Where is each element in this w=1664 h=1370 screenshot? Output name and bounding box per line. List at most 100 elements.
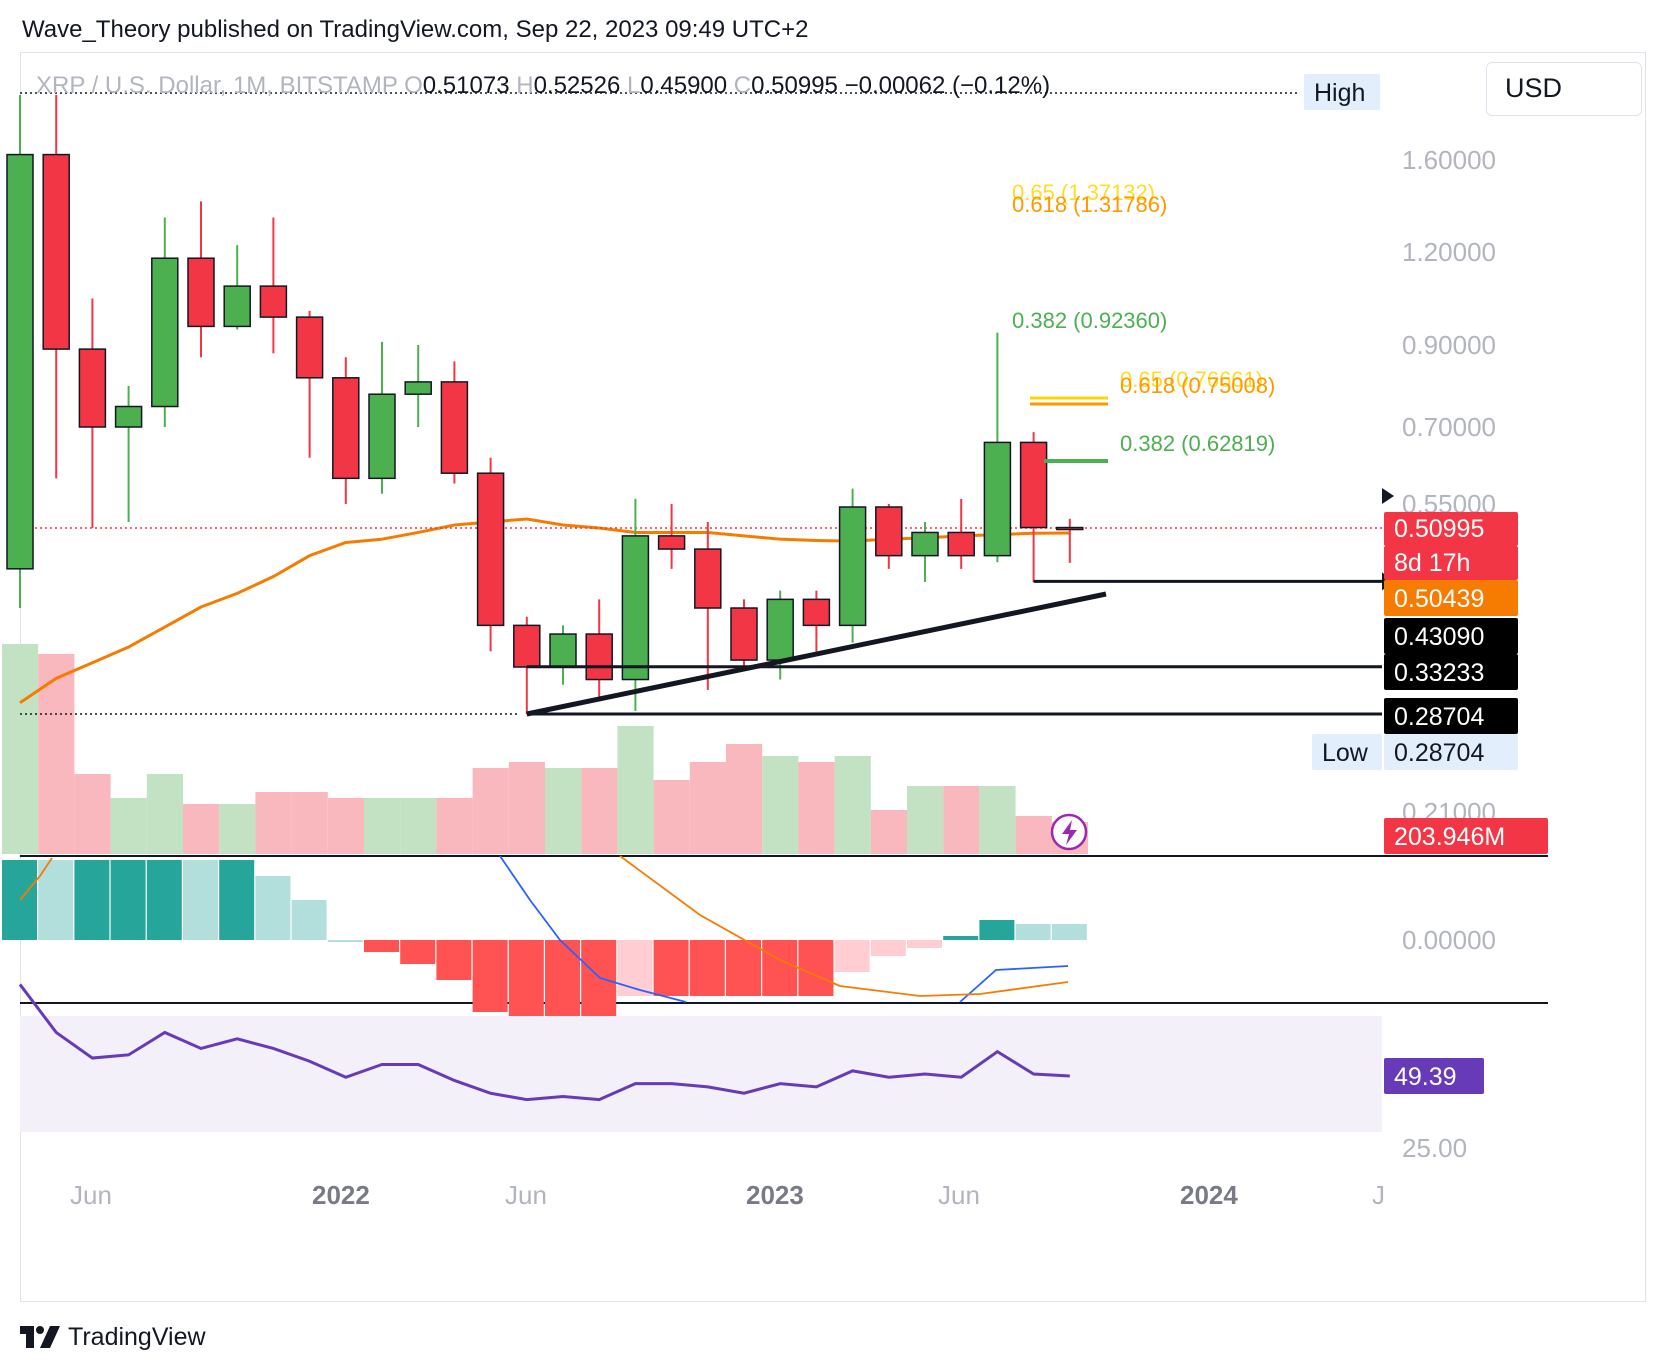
volume-bar <box>74 774 111 854</box>
macd-histogram-bar <box>400 940 436 964</box>
volume-bar <box>834 756 871 854</box>
candle-body[interactable] <box>1056 526 1084 531</box>
price-axis-tick: 0.90000 <box>1402 330 1496 360</box>
volume-bar <box>291 792 328 854</box>
candle-body[interactable] <box>585 633 613 681</box>
candle-body[interactable] <box>223 285 251 328</box>
fib-label-0.65: 0.65 (1.37132) <box>1012 180 1155 205</box>
candle-body[interactable] <box>1019 441 1048 529</box>
candle-body[interactable] <box>6 153 34 570</box>
price-tag-last <box>1384 512 1518 546</box>
price-tag-text-volume: 203.946M <box>1394 823 1505 851</box>
price-tag-text-countdown: 8d 17h <box>1394 549 1470 577</box>
volume-bar <box>943 786 980 854</box>
price-tag-text-line: 0.43090 <box>1394 623 1484 651</box>
volume-bar <box>219 804 256 854</box>
price-axis-tick: 0.00000 <box>1402 925 1496 955</box>
candle-body[interactable] <box>78 348 107 428</box>
price-tag-text-last: 0.50995 <box>1394 515 1484 543</box>
price-tag-text-low: 0.28704 <box>1394 739 1484 767</box>
price-tag-text-line: 0.28704 <box>1394 703 1484 731</box>
macd-histogram-bar <box>617 940 653 996</box>
price-tag-volume <box>1384 818 1548 854</box>
volume-bar <box>726 744 763 854</box>
macd-histogram-bar <box>545 940 580 1020</box>
rsi-line <box>18 983 1070 1102</box>
price-tag-ma <box>1384 580 1518 616</box>
candle-body[interactable] <box>114 405 143 428</box>
macd-histogram-bar <box>581 940 617 1020</box>
volume-bar <box>38 654 75 854</box>
price-tag-text-line: 0.33233 <box>1394 659 1484 687</box>
macd-histogram-bar <box>146 860 182 940</box>
candle-body[interactable] <box>404 381 432 395</box>
fib-label-0.382: 0.382 (0.92360) <box>1012 308 1167 333</box>
time-axis-label: 2024 <box>1180 1180 1238 1210</box>
candle-body[interactable] <box>621 535 650 681</box>
price-tag-line <box>1384 698 1518 734</box>
candle-body[interactable] <box>911 531 939 557</box>
fib-label-0.382: 0.382 (0.62819) <box>1120 431 1275 456</box>
price-tag-countdown <box>1384 546 1518 580</box>
price-tag-rsi <box>1384 1058 1484 1094</box>
rsi-band <box>20 1016 1382 1132</box>
macd-histogram-bar <box>327 940 363 942</box>
candle-body[interactable] <box>947 531 975 557</box>
signal-line <box>619 855 1069 997</box>
price-tag-hl-tag <box>1304 74 1380 110</box>
legend-symbol: XRP / U.S. Dollar, 1M, BITSTAMP <box>36 72 398 99</box>
candle-body[interactable] <box>259 285 288 318</box>
candle-body[interactable] <box>657 535 686 550</box>
macd-histogram-bar <box>798 940 834 996</box>
candle-body[interactable] <box>42 153 70 350</box>
lightning-bolt-icon <box>1062 820 1077 845</box>
candle-body[interactable] <box>151 257 179 408</box>
macd-histogram-bar <box>762 940 798 996</box>
volume-series <box>2 644 1088 854</box>
candle-body[interactable] <box>295 316 324 379</box>
candles <box>6 95 1084 714</box>
candle-body[interactable] <box>549 633 577 668</box>
candle-body[interactable] <box>730 607 758 661</box>
macd-histogram-bar <box>834 940 870 972</box>
candle-body[interactable] <box>332 377 360 480</box>
volume-bar <box>400 798 437 854</box>
price-axis-tick: 0.70000 <box>1402 412 1496 442</box>
macd-histogram-bar <box>907 940 942 948</box>
candle-body[interactable] <box>513 624 541 668</box>
candle-body[interactable] <box>802 598 831 627</box>
macd-histogram-bar <box>183 860 218 940</box>
legend-c-label: C <box>733 72 752 99</box>
candle-body[interactable] <box>476 472 505 627</box>
ascending-trendline[interactable] <box>526 591 1107 717</box>
candle-body[interactable] <box>440 381 469 474</box>
price-tag-text-rsi: 49.39 <box>1394 1063 1457 1091</box>
candle-body[interactable] <box>766 598 794 661</box>
volume-bar <box>146 774 183 854</box>
legend-l-label: L <box>627 72 641 99</box>
legend-h-label: H <box>516 72 534 99</box>
volume-bar <box>1015 816 1052 854</box>
time-axis-label: Jun <box>505 1180 547 1210</box>
tradingview-logo[interactable]: TradingView <box>20 1322 206 1352</box>
volume-bar <box>327 798 364 854</box>
candle-body[interactable] <box>875 506 903 557</box>
macd-histogram-bar <box>38 860 74 940</box>
macd-histogram-bar <box>1051 924 1087 940</box>
macd-histogram-bar <box>979 920 1015 940</box>
candle-body[interactable] <box>983 441 1012 557</box>
macd-histogram-bar <box>291 900 327 940</box>
currency-selector[interactable]: USD <box>1486 62 1642 116</box>
candle-body[interactable] <box>368 393 396 480</box>
fib-label-0.65: 0.65 (0.76661) <box>1120 367 1263 392</box>
candle-body[interactable] <box>187 257 215 328</box>
price-axis-tick: 25.00 <box>1402 1133 1467 1163</box>
volume-bar <box>617 726 654 854</box>
candle-body[interactable] <box>694 548 722 609</box>
candle-body[interactable] <box>838 506 867 627</box>
macd-line <box>499 855 687 1003</box>
price-arrow-icon <box>1382 488 1394 504</box>
volume-bar <box>581 768 618 854</box>
volume-bar <box>907 786 944 854</box>
